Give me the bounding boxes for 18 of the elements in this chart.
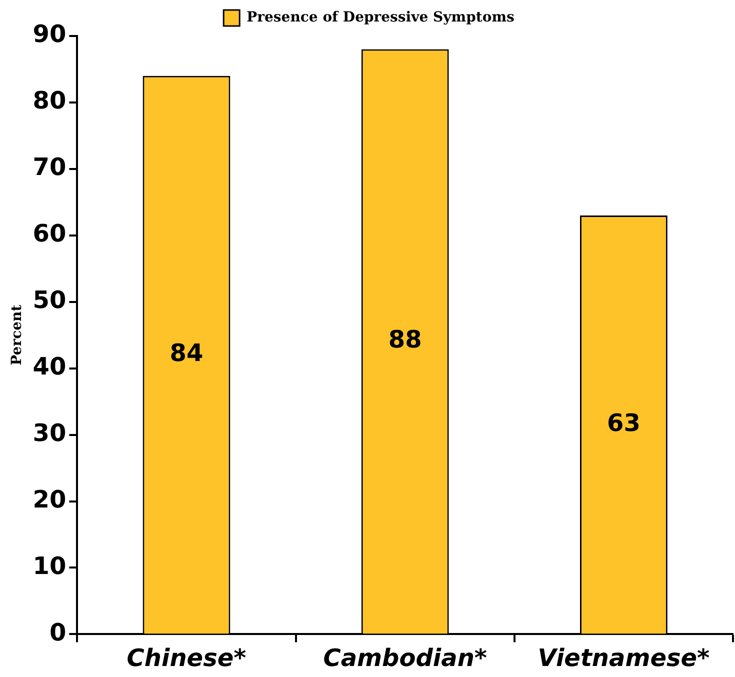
x-tick-label: Cambodian* bbox=[323, 644, 488, 672]
x-tick-label: Vietnamese* bbox=[538, 644, 710, 672]
legend-label: Presence of Depressive Symptoms bbox=[246, 10, 515, 26]
data-label: 63 bbox=[606, 408, 640, 437]
y-tick-label: 0 bbox=[49, 618, 66, 646]
data-label: 84 bbox=[170, 339, 204, 368]
y-tick-label: 30 bbox=[32, 419, 66, 448]
y-tick-label: 70 bbox=[32, 153, 66, 182]
x-tick-label: Chinese* bbox=[126, 644, 247, 672]
data-label: 88 bbox=[388, 326, 422, 354]
y-tick-label: 50 bbox=[32, 286, 66, 314]
y-tick-label: 90 bbox=[32, 20, 66, 48]
y-tick-label: 80 bbox=[32, 86, 66, 115]
y-tick-label: 60 bbox=[32, 220, 66, 248]
y-tick-label: 20 bbox=[32, 486, 66, 514]
y-tick-label: 10 bbox=[32, 552, 66, 580]
y-tick-label: 40 bbox=[32, 352, 66, 381]
y-axis-title: Percent bbox=[9, 304, 26, 366]
